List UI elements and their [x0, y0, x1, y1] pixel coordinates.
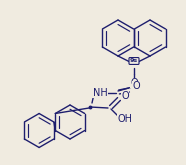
Text: NH: NH [93, 88, 107, 98]
Text: O: O [121, 91, 129, 101]
Text: O: O [132, 81, 140, 91]
Text: 9s: 9s [130, 59, 138, 64]
Text: OH: OH [118, 114, 132, 124]
Text: O: O [130, 78, 138, 88]
